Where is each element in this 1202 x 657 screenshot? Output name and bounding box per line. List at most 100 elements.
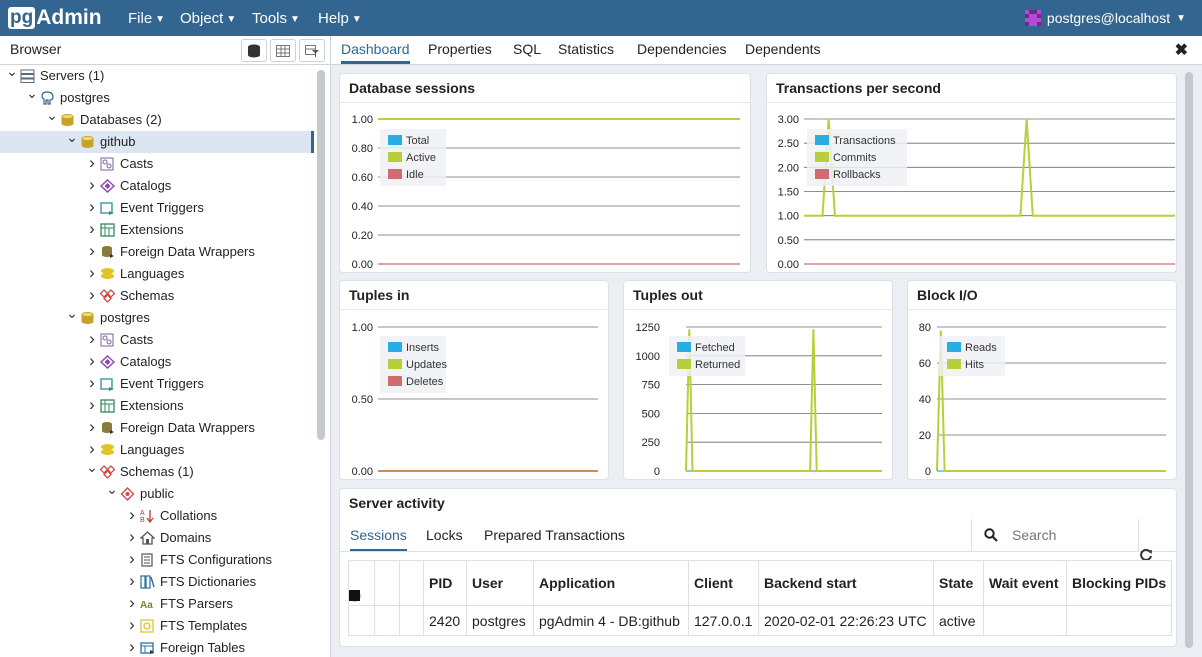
- column-header-backend-start[interactable]: Backend start: [758, 560, 934, 606]
- chevron-right-icon[interactable]: ›: [89, 153, 95, 172]
- caret-right-icon[interactable]: [349, 589, 356, 599]
- tree-item[interactable]: › Languages: [0, 263, 314, 285]
- tab-sql[interactable]: SQL: [513, 41, 542, 57]
- tab-statistics[interactable]: Statistics: [558, 41, 615, 57]
- column-header-pid[interactable]: PID: [423, 560, 467, 606]
- chevron-right-icon[interactable]: ›: [89, 439, 95, 458]
- chevron-right-icon[interactable]: ›: [129, 571, 135, 590]
- chevron-down-icon[interactable]: ⌄: [66, 129, 78, 145]
- menu-file[interactable]: File ▼: [128, 0, 165, 36]
- chevron-right-icon[interactable]: ›: [129, 505, 135, 524]
- chevron-down-icon[interactable]: ⌄: [26, 85, 38, 101]
- tab-prepared-transactions[interactable]: Prepared Transactions: [484, 527, 625, 543]
- chevron-right-icon[interactable]: ›: [89, 197, 95, 216]
- tree-item[interactable]: › Schemas: [0, 285, 314, 307]
- tree-item[interactable]: › Languages: [0, 439, 314, 461]
- tree-item[interactable]: › Casts: [0, 153, 314, 175]
- chevron-right-icon[interactable]: ›: [89, 373, 95, 392]
- chevron-right-icon[interactable]: ›: [89, 417, 95, 436]
- sessions-table: PID User Application Client Backend star…: [348, 560, 1173, 636]
- tab-sessions[interactable]: Sessions: [350, 519, 407, 551]
- y-tick-label: 0.60: [352, 172, 373, 184]
- search-field[interactable]: [971, 519, 1139, 551]
- column-header-blocking-pids[interactable]: Blocking PIDs: [1065, 560, 1173, 606]
- chevron-right-icon[interactable]: ›: [89, 241, 95, 260]
- chevron-right-icon[interactable]: ›: [129, 527, 135, 546]
- column-header-application[interactable]: Application: [533, 560, 689, 606]
- tree-item[interactable]: › Foreign Tables: [0, 637, 314, 657]
- tree-item-label: Servers (1): [40, 68, 105, 83]
- tree-item[interactable]: › Catalogs: [0, 175, 314, 197]
- chevron-right-icon[interactable]: ›: [89, 285, 95, 304]
- tree-item[interactable]: › FTS Dictionaries: [0, 571, 314, 593]
- refresh-button[interactable]: [1138, 519, 1169, 561]
- chevron-right-icon[interactable]: ›: [129, 549, 135, 568]
- tree-item[interactable]: ⌄ Servers (1): [0, 65, 314, 87]
- column-header-client[interactable]: Client: [688, 560, 759, 606]
- menu-tools[interactable]: Tools ▼: [252, 0, 300, 36]
- tree-item[interactable]: › Event Triggers: [0, 373, 314, 395]
- chevron-right-icon[interactable]: ›: [89, 219, 95, 238]
- pgadmin-logo[interactable]: pg Admin: [8, 6, 102, 30]
- chevron-down-icon[interactable]: ⌄: [46, 107, 58, 123]
- menu-help[interactable]: Help ▼: [318, 0, 362, 36]
- tree-item[interactable]: › Aa FTS Parsers: [0, 593, 314, 615]
- tree-item[interactable]: ⌄ github: [0, 129, 314, 153]
- legend-swatch: [815, 169, 829, 179]
- tree-item[interactable]: › Extensions: [0, 395, 314, 417]
- column-header-state[interactable]: State: [933, 560, 984, 606]
- tree-item[interactable]: › Foreign Data Wrappers: [0, 417, 314, 439]
- tree-item[interactable]: › FTS Configurations: [0, 549, 314, 571]
- chevron-right-icon[interactable]: ›: [89, 351, 95, 370]
- column-header-wait-event[interactable]: Wait event: [983, 560, 1067, 606]
- search-input[interactable]: [1010, 525, 1134, 545]
- column-header-user[interactable]: User: [466, 560, 534, 606]
- tree-item[interactable]: ⌄ postgres: [0, 85, 314, 109]
- tree-item[interactable]: › Casts: [0, 329, 314, 351]
- tree-item[interactable]: › Foreign Data Wrappers: [0, 241, 314, 263]
- tree-item-label: github: [100, 134, 136, 149]
- tree-item[interactable]: › FTS Templates: [0, 615, 314, 637]
- browser-scrollbar[interactable]: [317, 70, 325, 440]
- tree-item[interactable]: › Event Triggers: [0, 197, 314, 219]
- chevron-down-icon[interactable]: ⌄: [86, 459, 98, 475]
- tab-properties[interactable]: Properties: [428, 41, 492, 57]
- tree-item[interactable]: › Domains: [0, 527, 314, 549]
- chevron-down-icon[interactable]: ⌄: [66, 305, 78, 321]
- legend-swatch: [815, 152, 829, 162]
- chevron-right-icon[interactable]: ›: [129, 615, 135, 634]
- chevron-down-icon[interactable]: ⌄: [6, 65, 18, 79]
- view-data-button[interactable]: [270, 39, 296, 62]
- tree-item[interactable]: ⌄ public: [0, 481, 314, 505]
- tree-item[interactable]: › Extensions: [0, 219, 314, 241]
- terminate-session-cell[interactable]: [348, 590, 375, 636]
- close-icon[interactable]: ✖: [1174, 42, 1188, 59]
- tab-dashboard[interactable]: Dashboard: [341, 36, 410, 64]
- menu-object[interactable]: Object ▼: [180, 0, 236, 36]
- tree-item[interactable]: ⌄ postgres: [0, 305, 314, 329]
- tree-item[interactable]: ⌄ Databases (2): [0, 107, 314, 131]
- y-tick-label: 750: [642, 380, 660, 392]
- chevron-down-icon[interactable]: ⌄: [106, 481, 118, 497]
- chevron-right-icon[interactable]: ›: [129, 593, 135, 612]
- chevron-right-icon[interactable]: ›: [89, 395, 95, 414]
- chevron-right-icon[interactable]: ›: [89, 175, 95, 194]
- dashboard-scrollbar[interactable]: [1185, 72, 1193, 648]
- tree-item[interactable]: ⌄ Schemas (1): [0, 459, 314, 483]
- tree-item[interactable]: › A B Collations: [0, 505, 314, 527]
- chevron-right-icon[interactable]: ›: [129, 637, 135, 656]
- user-menu[interactable]: postgres@localhost ▼: [1024, 0, 1186, 36]
- tab-dependents[interactable]: Dependents: [745, 41, 821, 57]
- stop-icon[interactable]: [348, 589, 360, 601]
- tab-locks[interactable]: Locks: [426, 527, 463, 543]
- expand-row-cell[interactable]: [349, 589, 424, 636]
- tree-item[interactable]: › Catalogs: [0, 351, 314, 373]
- tab-dependencies[interactable]: Dependencies: [637, 41, 727, 57]
- filter-rows-button[interactable]: [299, 39, 325, 62]
- casts-icon: [100, 333, 114, 347]
- y-tick-label: 0.00: [778, 259, 799, 271]
- chevron-right-icon[interactable]: ›: [89, 263, 95, 282]
- cancel-query-cell[interactable]: [348, 589, 400, 636]
- chevron-right-icon[interactable]: ›: [89, 329, 95, 348]
- query-tool-button[interactable]: [241, 39, 267, 62]
